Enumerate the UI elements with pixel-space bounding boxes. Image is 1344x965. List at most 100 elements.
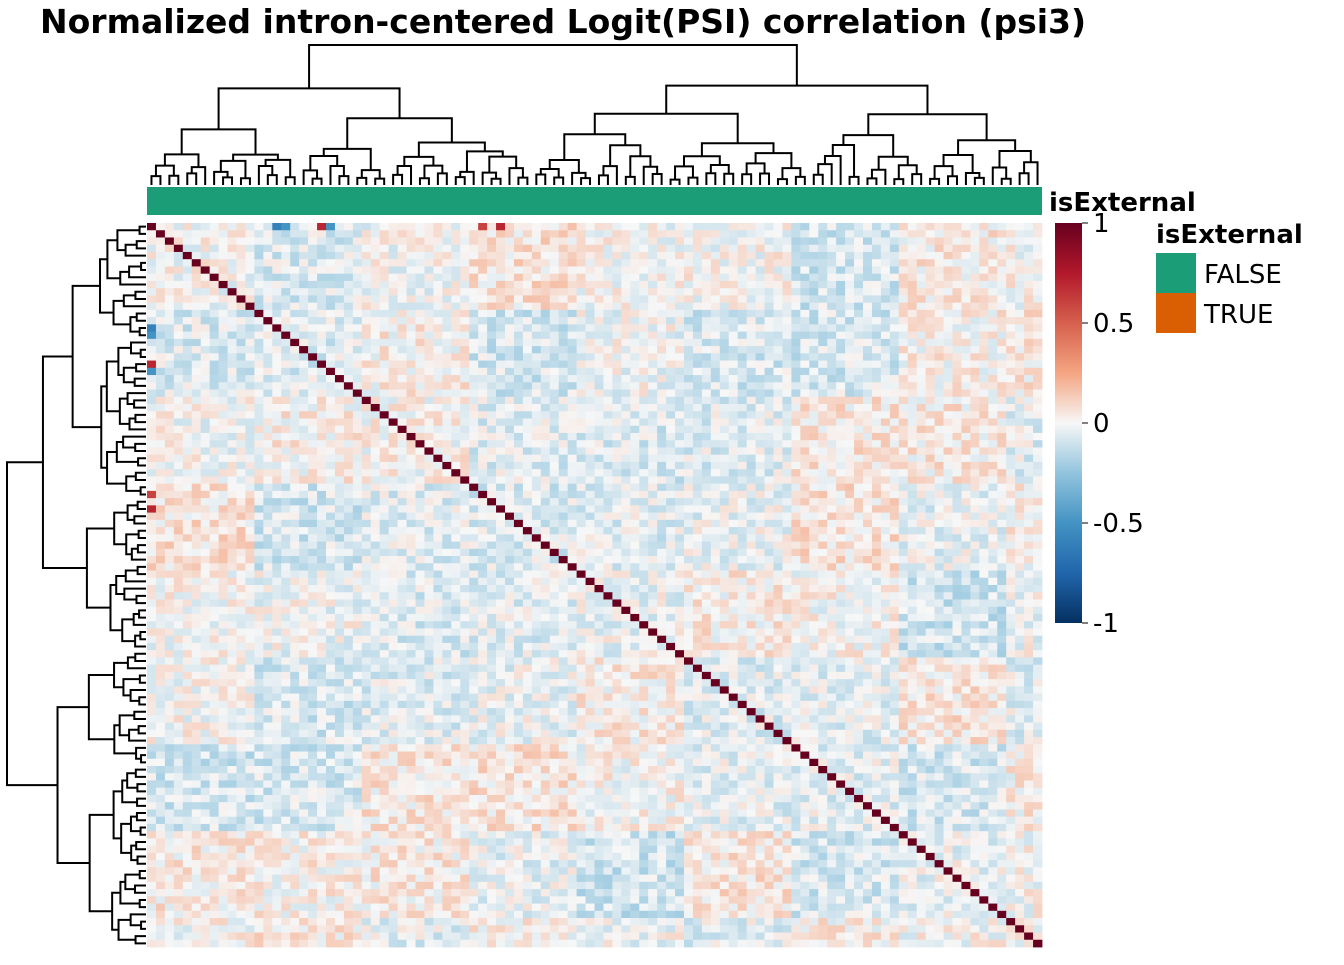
heatmap-cell [612, 288, 622, 296]
heatmap-cell [397, 411, 407, 419]
heatmap-cell [308, 563, 318, 571]
heatmap-cell [925, 548, 935, 557]
heatmap-cell [952, 505, 962, 513]
heatmap-cell [182, 237, 193, 246]
heatmap-cell [513, 505, 524, 513]
heatmap-cell [191, 389, 202, 398]
heatmap-cell [254, 498, 264, 506]
heatmap-cell [666, 447, 676, 456]
heatmap-cell [997, 338, 1007, 347]
heatmap-cell [854, 367, 864, 376]
heatmap-cell [800, 411, 810, 419]
heatmap-cell [487, 360, 497, 369]
heatmap-cell [147, 563, 157, 571]
heatmap-cell [191, 563, 202, 571]
heatmap-cell [845, 309, 855, 318]
heatmap-cell [397, 317, 407, 325]
heatmap-cell [800, 317, 810, 325]
heatmap-cell [460, 338, 470, 347]
heatmap-cell [245, 432, 255, 441]
heatmap-cell [326, 266, 336, 275]
heatmap-cell [764, 309, 774, 318]
heatmap-cell [487, 396, 497, 405]
heatmap-cell [460, 360, 470, 369]
heatmap-cell [854, 490, 864, 499]
heatmap-cell [567, 244, 577, 253]
heatmap-cell [191, 317, 202, 325]
dendrogram-branch [138, 696, 146, 706]
heatmap-cell [657, 353, 667, 361]
heatmap-cell [236, 317, 246, 325]
heatmap-cell [854, 302, 864, 311]
heatmap-cell [836, 266, 846, 275]
heatmap-cell [764, 230, 774, 238]
heatmap-cell [907, 461, 918, 470]
heatmap-cell [630, 519, 640, 528]
heatmap-cell [164, 461, 175, 470]
heatmap-cell [308, 324, 318, 332]
heatmap-cell [469, 498, 479, 506]
heatmap-cell [147, 331, 157, 340]
heatmap-cell [182, 411, 193, 419]
heatmap-cell [916, 498, 927, 506]
heatmap-cell [737, 317, 748, 325]
heatmap-cell [809, 548, 819, 557]
heatmap-cell [916, 425, 927, 434]
heatmap-cell [970, 317, 980, 325]
heatmap-cell [1006, 375, 1016, 383]
heatmap-cell [433, 280, 443, 289]
heatmap-cell [755, 266, 765, 275]
heatmap-cell [809, 534, 819, 542]
heatmap-cell [782, 447, 792, 456]
heatmap-cell [1033, 360, 1043, 369]
heatmap-cell [505, 563, 515, 571]
heatmap-cell [675, 432, 685, 441]
heatmap-cell [343, 519, 354, 528]
heatmap-cell [719, 367, 730, 376]
heatmap-cell [684, 498, 694, 506]
heatmap-cell [675, 382, 685, 390]
heatmap-cell [478, 375, 488, 383]
heatmap-cell [845, 266, 855, 275]
heatmap-cell [907, 288, 918, 296]
dendrogram-branch [134, 442, 146, 453]
heatmap-cell [961, 454, 971, 463]
heatmap-cell [343, 251, 354, 260]
heatmap-cell [925, 331, 935, 340]
heatmap-cell [710, 469, 721, 477]
heatmap-cell [352, 244, 363, 253]
heatmap-cell [164, 404, 175, 412]
heatmap-cell [406, 237, 416, 246]
heatmap-cell [800, 556, 810, 564]
heatmap-cell [943, 367, 953, 376]
heatmap-cell [773, 454, 783, 463]
heatmap-cell [397, 469, 407, 477]
heatmap-cell [549, 353, 560, 361]
heatmap-cell [675, 346, 685, 354]
dendrogram-branch [213, 170, 229, 185]
heatmap-cell [898, 418, 909, 427]
heatmap-cell [299, 519, 309, 528]
heatmap-cell [639, 244, 649, 253]
heatmap-cell [326, 331, 336, 340]
heatmap-cell [871, 396, 882, 405]
heatmap-cell [764, 483, 774, 492]
heatmap-cell [263, 505, 273, 513]
heatmap-cell [961, 490, 971, 499]
heatmap-cell [522, 223, 533, 231]
heatmap-cell [469, 411, 479, 419]
heatmap-cell [907, 541, 918, 550]
heatmap-cell [415, 469, 425, 477]
heatmap-cell [245, 447, 255, 456]
heatmap-cell [764, 563, 774, 571]
heatmap-cell [433, 498, 443, 506]
heatmap-cell [728, 519, 739, 528]
heatmap-cell [961, 338, 971, 347]
heatmap-cell [227, 505, 237, 513]
heatmap-cell [388, 418, 398, 427]
heatmap-cell [657, 367, 667, 376]
heatmap-cell [594, 273, 604, 282]
dendrogram-branch [563, 133, 627, 160]
heatmap-cell [567, 411, 577, 419]
heatmap-cell [173, 440, 184, 448]
